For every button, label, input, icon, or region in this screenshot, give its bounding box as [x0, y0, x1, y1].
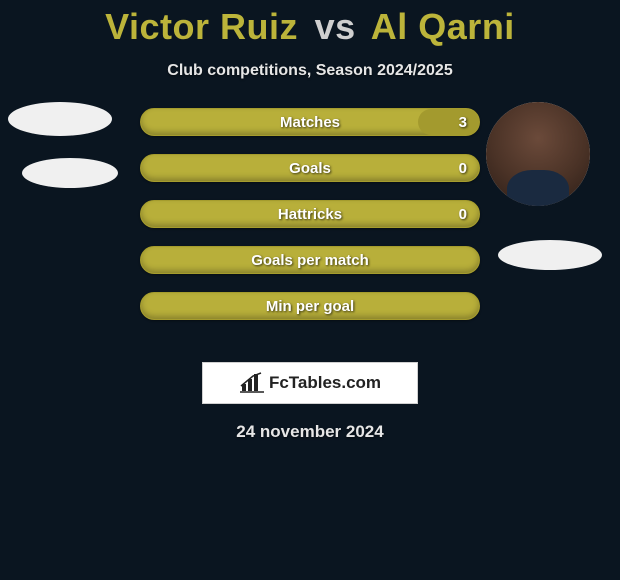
player1-club-placeholder — [22, 158, 118, 188]
player2-name: Al Qarni — [371, 6, 515, 47]
date-label: 24 november 2024 — [0, 422, 620, 442]
stat-label: Min per goal — [141, 293, 479, 319]
stat-bar-matches: Matches 3 — [140, 108, 480, 136]
stat-bar-goals-per-match: Goals per match — [140, 246, 480, 274]
comparison-stage: Matches 3 Goals 0 Hattricks 0 Goals per … — [0, 108, 620, 358]
branding-text: FcTables.com — [269, 373, 381, 393]
stat-value-right: 0 — [459, 201, 467, 227]
player2-club-placeholder — [498, 240, 602, 270]
stat-label: Goals per match — [141, 247, 479, 273]
stat-label: Hattricks — [141, 201, 479, 227]
stat-bar-hattricks: Hattricks 0 — [140, 200, 480, 228]
player1-name: Victor Ruiz — [105, 6, 298, 47]
player2-photo — [486, 102, 590, 206]
stat-bars: Matches 3 Goals 0 Hattricks 0 Goals per … — [140, 108, 480, 338]
player2-avatar — [486, 102, 590, 206]
comparison-title: Victor Ruiz vs Al Qarni — [0, 0, 620, 48]
bar-chart-icon — [239, 372, 265, 394]
stat-label: Matches — [141, 109, 479, 135]
stat-bar-min-per-goal: Min per goal — [140, 292, 480, 320]
subtitle: Club competitions, Season 2024/2025 — [0, 62, 620, 80]
stat-value-right: 0 — [459, 155, 467, 181]
stat-label: Goals — [141, 155, 479, 181]
branding-box: FcTables.com — [202, 362, 418, 404]
stat-value-right: 3 — [459, 109, 467, 135]
vs-label: vs — [315, 6, 356, 47]
player1-avatar-placeholder — [8, 102, 112, 136]
stat-bar-goals: Goals 0 — [140, 154, 480, 182]
